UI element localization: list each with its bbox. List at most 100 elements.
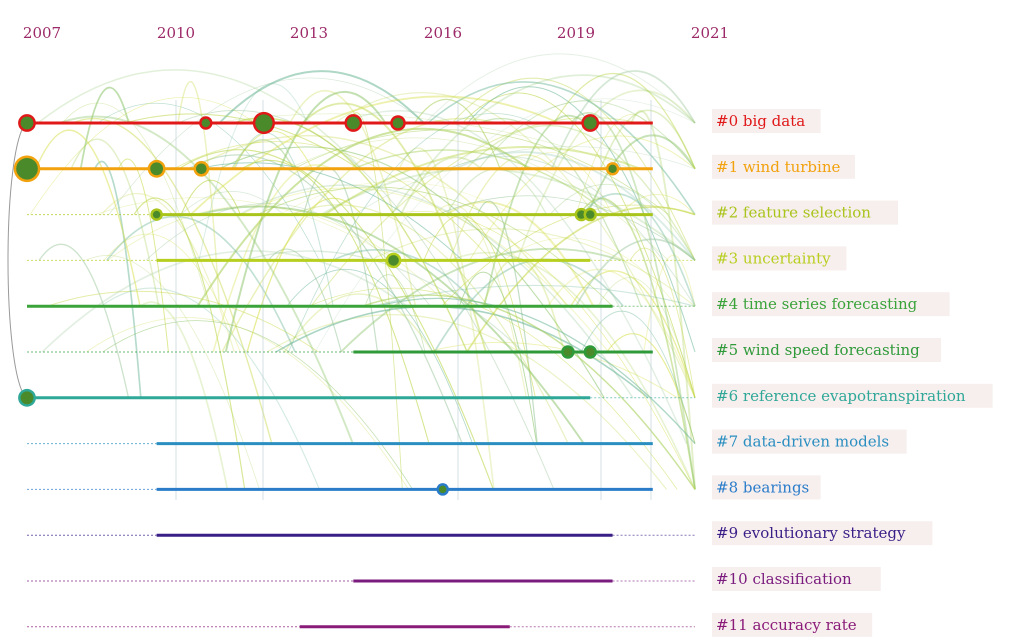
citation-arc	[372, 284, 696, 307]
citation-arc	[354, 146, 696, 215]
citation-arc	[426, 341, 678, 399]
citation-arc	[458, 271, 538, 444]
year-label-2013: 2013	[290, 24, 328, 42]
citation-arc	[547, 268, 696, 399]
citation-arc	[301, 102, 487, 353]
citation-arc	[342, 110, 688, 444]
cluster-label-1[interactable]: #1 wind turbine	[712, 154, 855, 179]
citation-arc	[293, 129, 669, 215]
citation-arc	[580, 310, 696, 444]
citation-arc	[400, 156, 482, 215]
cluster-name: wind speed forecasting	[743, 341, 920, 359]
citation-arc	[246, 197, 363, 353]
cluster-name: feature selection	[743, 204, 871, 222]
citation-arc	[241, 159, 430, 444]
cluster-0-node	[346, 116, 360, 130]
citation-arc	[198, 205, 585, 445]
cluster-name: classification	[752, 570, 852, 588]
citation-arc	[133, 197, 246, 490]
cluster-name: big data	[743, 112, 805, 130]
citation-arc	[466, 206, 696, 353]
cluster-0-node	[583, 116, 597, 130]
citation-arc	[575, 114, 649, 215]
year-label-2021: 2021	[691, 24, 729, 42]
cluster-name: wind turbine	[743, 158, 841, 176]
citation-arc	[177, 80, 221, 307]
citation-arc	[478, 100, 696, 170]
citation-arc	[240, 187, 609, 353]
citation-arc	[212, 164, 332, 353]
citation-arc	[570, 112, 696, 490]
citation-arc	[449, 155, 696, 307]
cluster-id: #9	[716, 524, 738, 542]
citation-arc	[320, 167, 696, 262]
cluster-3-node	[388, 255, 399, 266]
cluster-id: #1	[716, 158, 738, 176]
cluster-label-2[interactable]: #2 feature selection	[712, 200, 898, 225]
citation-arc	[465, 124, 696, 261]
citation-arc	[117, 158, 169, 353]
citation-arc	[424, 53, 696, 124]
cluster-id: #7	[716, 433, 738, 451]
cluster-label-10[interactable]: #10 classification	[712, 567, 881, 591]
cluster-id: #8	[716, 478, 738, 496]
cluster-label-bg	[712, 383, 993, 408]
cluster-label-0[interactable]: #0 big data	[712, 109, 821, 133]
cluster-label-6[interactable]: #6 reference evapotranspiration	[712, 383, 993, 408]
cluster-label-bg	[712, 109, 821, 133]
citation-arc	[124, 113, 359, 170]
citation-arc	[102, 320, 413, 490]
citation-arc	[103, 233, 241, 353]
citation-arc	[427, 81, 696, 216]
citation-arc	[302, 167, 379, 353]
cluster-name: uncertainty	[743, 249, 831, 267]
cluster-label-bg	[712, 612, 873, 637]
year-label-2019: 2019	[557, 24, 595, 42]
citation-arc	[70, 138, 160, 307]
cluster-label-4[interactable]: #4 time series forecasting	[712, 292, 950, 317]
year-axis: 2007 2010 2013 2016 2019 2021	[23, 24, 729, 42]
citation-arc	[180, 191, 284, 215]
cluster-2-node	[152, 210, 161, 219]
citation-arc	[29, 97, 256, 215]
citation-arc	[390, 74, 696, 216]
cluster-label-bg	[712, 292, 950, 317]
cluster-label-5[interactable]: #5 wind speed forecasting	[712, 338, 941, 362]
cluster-label-text: #0 big data	[716, 112, 805, 130]
citation-arc	[218, 70, 425, 124]
cluster-8-node	[438, 485, 447, 494]
citation-arc	[190, 95, 560, 216]
cluster-label-text: #2 feature selection	[716, 204, 871, 222]
cluster-label-3[interactable]: #3 uncertainty	[712, 246, 847, 271]
cluster-0-node	[20, 116, 34, 130]
cluster-label-9[interactable]: #9 evolutionary strategy	[712, 521, 933, 546]
citation-arc	[414, 98, 501, 170]
cluster-1-node	[150, 162, 164, 176]
citation-arc	[398, 147, 495, 490]
citation-arc	[173, 141, 493, 261]
left-bracket	[7, 122, 27, 399]
citation-arc	[483, 114, 586, 307]
cluster-lines	[27, 121, 695, 629]
cluster-1-node	[196, 163, 207, 175]
cluster-id: #4	[716, 295, 738, 313]
cluster-1-node	[608, 164, 617, 173]
cluster-5-node	[586, 347, 595, 357]
cluster-label-8[interactable]: #8 bearings	[712, 475, 821, 500]
cluster-label-text: #10 classification	[716, 570, 852, 588]
citation-arc	[38, 243, 130, 398]
cluster-label-7[interactable]: #7 data-driven models	[712, 429, 907, 454]
cluster-label-bg	[712, 475, 821, 500]
citation-arc	[221, 117, 497, 353]
citation-arc	[41, 250, 408, 353]
citation-arc	[570, 270, 696, 399]
citation-arc	[234, 132, 334, 307]
cluster-6-node	[20, 391, 34, 405]
cluster-id: #10	[716, 570, 748, 588]
cluster-label-11[interactable]: #11 accuracy rate	[712, 612, 873, 637]
cluster-label-text: #4 time series forecasting	[716, 295, 918, 313]
citation-arc	[451, 77, 696, 261]
citation-arc	[643, 254, 696, 353]
citation-arc	[178, 149, 494, 490]
citation-arc	[239, 184, 634, 399]
